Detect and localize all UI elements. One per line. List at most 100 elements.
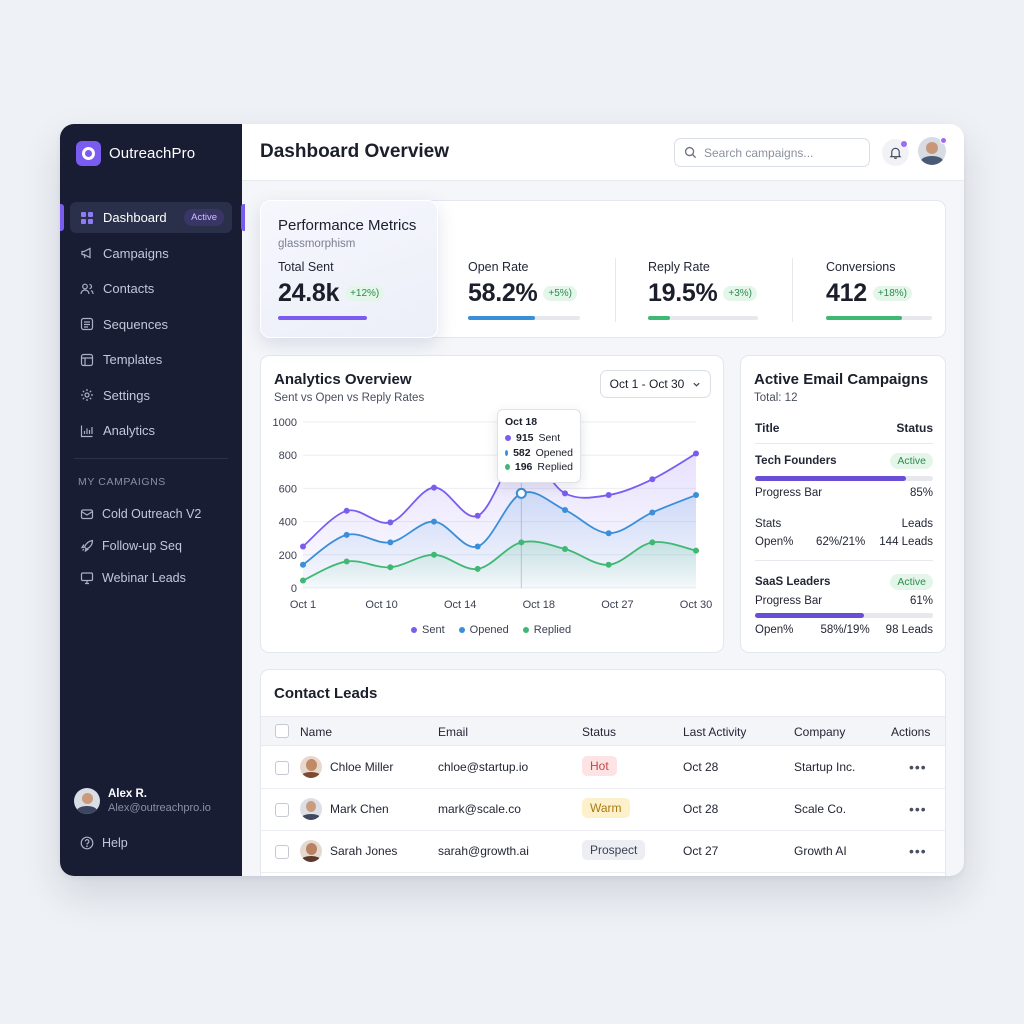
avatar xyxy=(300,756,322,778)
more-actions-icon[interactable]: ••• xyxy=(909,801,927,817)
contact-email[interactable]: chloe@startup.io xyxy=(438,760,529,774)
column-header-status[interactable]: Status xyxy=(582,725,617,739)
legend-item-sent[interactable]: Sent xyxy=(411,624,445,636)
column-header-company[interactable]: Company xyxy=(794,725,846,739)
help-link[interactable]: Help xyxy=(80,836,128,850)
avatar xyxy=(300,798,322,820)
data-point-replied xyxy=(649,539,656,546)
select-all-checkbox[interactable] xyxy=(275,724,289,738)
contact-name[interactable]: Mark Chen xyxy=(330,802,389,816)
campaign-row-saas-leaders[interactable]: SaaS Leaders Active xyxy=(755,574,933,590)
campaign-row-tech-founders[interactable]: Tech Founders Active xyxy=(755,453,933,469)
legend-label: Sent xyxy=(422,624,445,636)
data-point-replied xyxy=(562,545,568,552)
line-chart[interactable]: 0 200 400 600 800 1000 Oct 1 Oct 10 Oct 14 Oct 18… xyxy=(261,356,723,652)
data-point-opened xyxy=(300,561,306,568)
y-tick-label: 200 xyxy=(279,550,297,562)
row-checkbox[interactable] xyxy=(275,845,289,859)
metric-value: 58.2% xyxy=(468,279,538,307)
date-range-select[interactable]: Oct 1 - Oct 30 xyxy=(600,370,711,398)
table-row[interactable]: Mark Chen mark@scale.co Warm Oct 28 Scal… xyxy=(261,789,945,831)
divider xyxy=(755,443,933,444)
sidebar: OutreachPro Dashboard Active Campaigns xyxy=(60,124,245,876)
more-actions-icon[interactable]: ••• xyxy=(909,843,927,859)
row-checkbox[interactable] xyxy=(275,803,289,817)
sidebar-item-label: Analytics xyxy=(103,423,156,438)
status-badge: Active xyxy=(890,453,933,469)
sidebar-campaign-list: Cold Outreach V2 Follow-up Seq Webinar L… xyxy=(60,498,242,594)
sidebar-user[interactable]: Alex R. Alex@outreachpro.io xyxy=(74,788,211,814)
metric-label: Reply Rate xyxy=(648,260,710,274)
sidebar-campaign-cold-outreach[interactable]: Cold Outreach V2 xyxy=(60,498,242,530)
data-point-opened xyxy=(562,506,568,513)
brand-name: OutreachPro xyxy=(109,144,196,162)
sidebar-item-campaigns[interactable]: Campaigns xyxy=(70,238,232,269)
opened-dot xyxy=(505,449,509,456)
profile-avatar-button[interactable] xyxy=(918,137,947,170)
status-badge: Active xyxy=(890,574,933,590)
metric-divider xyxy=(615,258,616,322)
campaigns-table-header: Title Status xyxy=(755,421,933,435)
data-point-sent xyxy=(474,512,481,519)
brand-logo-icon xyxy=(76,140,101,166)
more-actions-icon[interactable]: ••• xyxy=(909,759,927,775)
contact-name[interactable]: Sarah Jones xyxy=(330,844,398,858)
y-tick-label: 400 xyxy=(279,517,297,529)
metric-progress-bar xyxy=(278,316,396,320)
leads-title: Contact Leads xyxy=(274,685,378,702)
progress-label: Progress Bar xyxy=(755,595,823,607)
rocket-icon xyxy=(80,539,94,553)
contact-email[interactable]: mark@scale.co xyxy=(438,802,521,816)
x-tick-label: Oct 18 xyxy=(523,599,555,611)
leads-label: Leads xyxy=(901,518,933,530)
column-header-name[interactable]: Name xyxy=(300,725,333,739)
sidebar-item-settings[interactable]: Settings xyxy=(70,380,232,411)
search-input[interactable] xyxy=(704,145,854,160)
tooltip-title: Oct 18 xyxy=(505,416,538,428)
page-title: Dashboard Overview xyxy=(260,141,450,162)
analytics-card: Analytics Overview Sent vs Open vs Reply… xyxy=(260,355,724,653)
contact-name[interactable]: Chloe Miller xyxy=(330,760,394,774)
sidebar-campaign-webinar[interactable]: Webinar Leads xyxy=(60,562,242,594)
status-badge: Warm xyxy=(582,798,630,818)
contact-email[interactable]: sarah@growth.ai xyxy=(438,844,529,858)
tooltip-value: 196 xyxy=(514,461,533,473)
sidebar-nav: Dashboard Active Campaigns Contacts Seq xyxy=(60,202,245,451)
y-tick-label: 0 xyxy=(291,583,297,595)
brand[interactable]: OutreachPro xyxy=(76,140,195,166)
legend-item-replied[interactable]: Replied xyxy=(522,624,571,636)
metric-value: 412 xyxy=(826,279,867,307)
sidebar-item-templates[interactable]: Templates xyxy=(70,344,232,375)
column-header-last-activity[interactable]: Last Activity xyxy=(683,725,747,739)
table-row[interactable]: Chloe Miller chloe@startup.io Hot Oct 28… xyxy=(261,747,945,789)
campaign-progress-fill xyxy=(755,476,907,481)
metric-delta-badge: +5%) xyxy=(543,286,578,301)
notifications-button[interactable] xyxy=(882,139,909,166)
open-label: Open% xyxy=(755,536,794,548)
column-header-email[interactable]: Email xyxy=(438,725,469,739)
stats-label: Stats xyxy=(755,518,782,530)
users-icon xyxy=(80,282,94,296)
status-dot xyxy=(940,137,947,144)
sidebar-item-analytics[interactable]: Analytics xyxy=(70,415,232,446)
sidebar-item-dashboard[interactable]: Dashboard Active xyxy=(60,202,245,233)
status-badge: Prospect xyxy=(582,840,646,860)
envelope-icon xyxy=(80,507,94,521)
sidebar-item-contacts[interactable]: Contacts xyxy=(70,273,232,304)
x-tick-label: Oct 27 xyxy=(601,599,633,611)
row-checkbox[interactable] xyxy=(275,761,289,775)
data-point-replied xyxy=(387,564,394,571)
sidebar-item-sequences[interactable]: Sequences xyxy=(70,309,232,340)
table-row[interactable]: Sarah Jones sarah@growth.ai Prospect Oct… xyxy=(261,831,945,873)
data-point-opened xyxy=(605,530,612,537)
data-point-sent xyxy=(605,492,612,499)
data-point-replied xyxy=(605,561,612,568)
sidebar-item-label: Campaigns xyxy=(103,245,169,261)
metric-delta-badge: +3%) xyxy=(723,286,758,301)
company: Startup Inc. xyxy=(794,760,856,774)
replied-dot xyxy=(505,464,510,470)
sidebar-campaign-follow-up[interactable]: Follow-up Seq xyxy=(60,530,242,562)
legend-item-opened[interactable]: Opened xyxy=(458,624,509,636)
series-line-replied xyxy=(302,540,697,582)
search-box[interactable] xyxy=(674,138,870,167)
